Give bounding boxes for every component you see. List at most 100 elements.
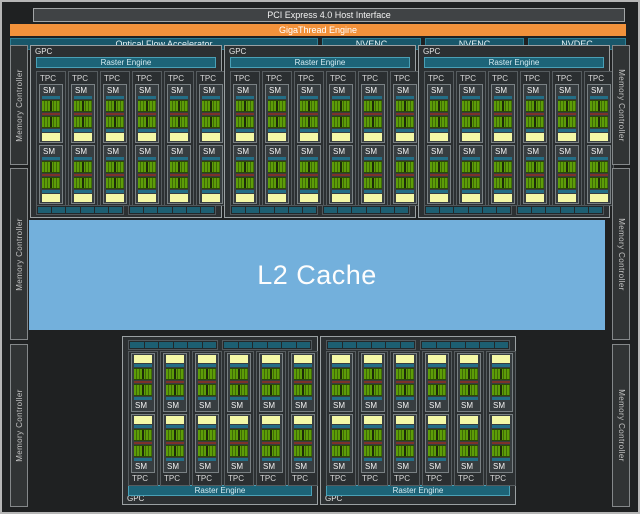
sm-core-array bbox=[494, 100, 512, 112]
sm-teal-unit bbox=[170, 190, 188, 193]
sm-label: SM bbox=[429, 462, 441, 471]
sm-core-array bbox=[462, 100, 480, 112]
sm-red-unit bbox=[170, 113, 188, 115]
sm-teal-unit bbox=[428, 425, 446, 428]
sm-block: SM bbox=[361, 145, 385, 204]
sm-block: SM bbox=[71, 84, 95, 143]
sm-block: SM bbox=[361, 353, 385, 412]
sm-teal-unit bbox=[526, 157, 544, 160]
sm-block: SM bbox=[71, 145, 95, 204]
sm-block: SM bbox=[39, 145, 63, 204]
tpc-label: TPC bbox=[492, 74, 508, 83]
tpc-block: TPC SM SM bbox=[584, 71, 614, 206]
tpc-block: SM SM TPC bbox=[288, 351, 318, 486]
sm-red-unit bbox=[590, 113, 608, 115]
sm-block: SM bbox=[587, 84, 611, 143]
sm-core-array bbox=[42, 177, 60, 189]
rop-cell bbox=[188, 342, 202, 348]
sm-label: SM bbox=[263, 401, 275, 410]
sm-teal-unit bbox=[332, 129, 350, 132]
sm-teal-unit bbox=[430, 157, 448, 160]
rop-cell bbox=[451, 342, 465, 348]
sm-red-unit bbox=[364, 381, 382, 383]
sm-core-array bbox=[428, 368, 446, 380]
sm-label: SM bbox=[333, 86, 345, 95]
sm-teal-unit bbox=[106, 157, 124, 160]
rop-group bbox=[230, 205, 318, 215]
sm-red-unit bbox=[166, 442, 184, 444]
rop-cell bbox=[338, 207, 352, 213]
tpc-block: SM SM TPC bbox=[192, 351, 222, 486]
tpc-block: TPC SM SM bbox=[36, 71, 66, 206]
rop-cell bbox=[352, 207, 366, 213]
sm-teal-unit bbox=[396, 129, 414, 132]
rop-cell bbox=[465, 342, 479, 348]
memory-controller-segment: Memory Controller bbox=[10, 344, 28, 507]
memory-controller-segment: Memory Controller bbox=[612, 168, 630, 340]
tpc-block: SM SM TPC bbox=[358, 351, 388, 486]
sm-core-array bbox=[460, 368, 478, 380]
sm-core-array bbox=[396, 100, 414, 112]
rop-cell bbox=[588, 207, 603, 213]
sm-red-unit bbox=[300, 113, 318, 115]
sm-register-block bbox=[294, 416, 312, 424]
sm-teal-unit bbox=[462, 157, 480, 160]
rop-cell bbox=[238, 342, 252, 348]
sm-teal-unit bbox=[364, 157, 382, 160]
sm-teal-unit bbox=[262, 425, 280, 428]
sm-block: SM bbox=[393, 145, 417, 204]
rop-cell bbox=[80, 207, 94, 213]
sm-register-block bbox=[138, 133, 156, 141]
memory-controller-label: Memory Controller bbox=[616, 217, 626, 291]
sm-red-unit bbox=[198, 381, 216, 383]
sm-teal-unit bbox=[558, 129, 576, 132]
rop-cell bbox=[482, 207, 496, 213]
rop-cell bbox=[274, 207, 288, 213]
memory-controller-segment: Memory Controller bbox=[612, 344, 630, 507]
sm-label: SM bbox=[527, 86, 539, 95]
rop-cell bbox=[108, 207, 123, 213]
sm-core-array bbox=[138, 116, 156, 128]
sm-core-array bbox=[134, 445, 152, 457]
sm-red-unit bbox=[430, 174, 448, 176]
raster-engine-bar: Raster Engine bbox=[128, 485, 312, 496]
sm-block: SM bbox=[329, 145, 353, 204]
sm-core-array bbox=[428, 445, 446, 457]
sm-red-unit bbox=[262, 442, 280, 444]
sm-teal-unit bbox=[462, 96, 480, 99]
tpc-block: TPC SM SM bbox=[132, 71, 162, 206]
sm-teal-unit bbox=[166, 364, 184, 367]
sm-block: SM bbox=[195, 414, 219, 473]
gpc-block: GPC Raster Engine SM SM TPC SM SM TPC SM SM TPC SM S… bbox=[320, 336, 516, 505]
sm-block: SM bbox=[425, 353, 449, 412]
sm-red-unit bbox=[42, 174, 60, 176]
rop-group bbox=[128, 340, 218, 350]
sm-teal-unit bbox=[460, 458, 478, 461]
tpc-label: TPC bbox=[362, 74, 378, 83]
sm-label: SM bbox=[231, 462, 243, 471]
sm-register-block bbox=[364, 194, 382, 202]
sm-core-array bbox=[138, 177, 156, 189]
sm-core-array bbox=[492, 429, 510, 441]
sm-label: SM bbox=[463, 86, 475, 95]
sm-label: SM bbox=[139, 147, 151, 156]
sm-label: SM bbox=[397, 147, 409, 156]
sm-teal-unit bbox=[138, 190, 156, 193]
sm-core-array bbox=[430, 177, 448, 189]
sm-teal-unit bbox=[364, 129, 382, 132]
sm-register-block bbox=[262, 355, 280, 363]
sm-register-block bbox=[332, 133, 350, 141]
sm-core-array bbox=[558, 161, 576, 173]
sm-core-array bbox=[396, 445, 414, 457]
tpc-label: TPC bbox=[428, 74, 444, 83]
memory-controller-label: Memory Controller bbox=[616, 389, 626, 462]
rop-cell bbox=[246, 207, 260, 213]
sm-core-array bbox=[526, 116, 544, 128]
sm-label: SM bbox=[199, 401, 211, 410]
sm-label: SM bbox=[527, 147, 539, 156]
sm-block: SM bbox=[103, 84, 127, 143]
sm-block: SM bbox=[393, 414, 417, 473]
tpc-label: TPC bbox=[168, 74, 184, 83]
sm-label: SM bbox=[75, 147, 87, 156]
sm-teal-unit bbox=[268, 96, 286, 99]
